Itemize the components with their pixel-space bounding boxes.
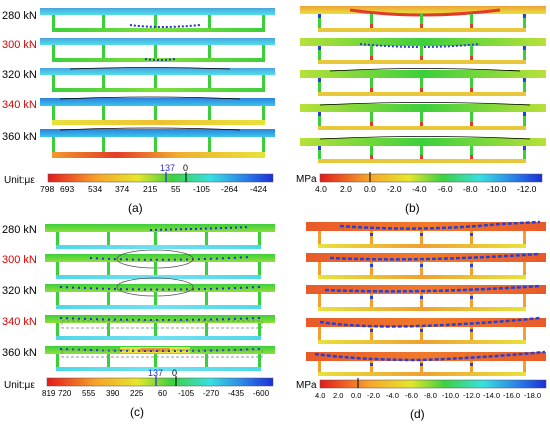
panel-b-caption: (b): [405, 201, 420, 215]
panel-b-tick: 4.0: [315, 184, 327, 194]
panel-a-load-label-1: 280 kN: [2, 10, 37, 22]
panel-a-zero-label: 0: [183, 163, 188, 173]
panel-d-colorbar: [319, 379, 547, 389]
panel-d-tick: -4.0: [386, 391, 399, 400]
panel-b-tick: -10.0: [487, 184, 507, 194]
panel-a-tick: 693: [60, 184, 74, 194]
panel-a-bridge-4: [40, 96, 275, 125]
panel-d-bridge-2: [306, 252, 546, 279]
panel-b-bridge-2: [300, 38, 546, 64]
panel-a-tick: -105: [193, 184, 210, 194]
panel-d-tick: -16.0: [503, 391, 520, 400]
panel-a-tick: -424: [250, 184, 267, 194]
panel-c-tick: -270: [203, 389, 220, 398]
panel-c-load-label-5: 360 kN: [2, 347, 37, 359]
panel-a-load-label-3: 320 kN: [2, 69, 37, 81]
panel-d-unit: MPa: [296, 380, 317, 391]
panel-c-load-label-3: 320 kN: [2, 285, 37, 297]
panel-c-bridge-2: [45, 249, 275, 279]
panel-c-bridge-1: [45, 224, 275, 249]
panel-b-tick: -4.0: [412, 184, 427, 194]
panel-d-bridge-3: [306, 284, 546, 311]
panel-b: MPa 4.0 2.0 0.0 -2.0 -4.0 -6.0 -8.0 -10.…: [296, 6, 546, 215]
panel-a-ticks: 798 693 534 374 215 55 -105 -264 -424: [40, 184, 267, 194]
panel-d-tick: 0.0: [351, 391, 361, 400]
panel-c-tick: 60: [158, 389, 167, 398]
panel-b-tick: -6.0: [438, 184, 453, 194]
panel-c-tick: 819: [42, 389, 56, 398]
panel-d-bridge-1: [306, 220, 546, 248]
panel-c-zero-label: 0: [172, 368, 177, 378]
panel-c-ticks: 819 720 555 390 225 60 -105 -270 -435 -6…: [42, 389, 270, 398]
panel-b-bridge-5: [300, 136, 546, 163]
panel-a-tick: 215: [143, 184, 157, 194]
panel-a-bridge-3: [40, 67, 275, 92]
panel-b-bridge-3: [300, 68, 546, 96]
panel-b-tick: -8.0: [463, 184, 478, 194]
panel-c-colorbar: [46, 377, 274, 387]
panel-a-bridge-2: [40, 38, 275, 62]
panel-c-bridge-3: [45, 277, 275, 309]
panel-d-tick: -8.0: [424, 391, 437, 400]
panel-b-colorbar: [319, 173, 543, 183]
panel-b-tick: -2.0: [387, 184, 402, 194]
panel-b-ticks: 4.0 2.0 0.0 -2.0 -4.0 -6.0 -8.0 -10.0 -1…: [315, 184, 537, 194]
panel-a: 280 kN 300 kN 320 kN 340 kN 360 kN: [2, 8, 275, 215]
panel-b-tick: -12.0: [517, 184, 537, 194]
panel-c-caption: (c): [130, 405, 144, 419]
panel-d-tick: -14.0: [483, 391, 500, 400]
panel-d-tick: -10.0: [442, 391, 459, 400]
panel-d-tick: -2.0: [367, 391, 380, 400]
panel-b-tick: 2.0: [340, 184, 352, 194]
panel-a-bridge-1: [40, 8, 275, 32]
panel-d-tick: 2.0: [333, 391, 343, 400]
panel-d: MPa 4.0 2.0 0.0 -2.0 -4.0 -6.0 -8.0 -10.…: [296, 220, 547, 421]
panel-a-tick: 798: [40, 184, 54, 194]
panel-d-bridge-4: [306, 316, 546, 344]
panel-a-tick: 534: [88, 184, 102, 194]
panel-c-unit: Unit:με: [4, 380, 35, 391]
panel-d-ticks: 4.0 2.0 0.0 -2.0 -4.0 -6.0 -8.0 -10.0 -1…: [315, 391, 541, 400]
panel-c-tick: -105: [178, 389, 195, 398]
panel-d-tick: 4.0: [315, 391, 325, 400]
panel-d-tick: -12.0: [463, 391, 480, 400]
panel-a-tick: 374: [115, 184, 129, 194]
panel-c-load-label-2: 300 kN: [2, 254, 37, 266]
panel-a-tick: -264: [221, 184, 238, 194]
panel-b-tick: 0.0: [364, 184, 376, 194]
panel-c-tick: 225: [130, 389, 144, 398]
panel-c-tick: 390: [106, 389, 120, 398]
panel-c-tick: -435: [228, 389, 245, 398]
panel-a-caption: (a): [128, 201, 143, 215]
panel-b-bridge-1: [300, 6, 546, 32]
panel-a-load-label-2: 300 kN: [2, 39, 37, 51]
panel-d-tick: -18.0: [524, 391, 541, 400]
panel-b-bridge-4: [300, 102, 546, 130]
panel-d-caption: (d): [410, 407, 425, 421]
panel-c: 280 kN 300 kN 320 kN 340 kN 360 kN: [2, 224, 275, 419]
panel-c-bridge-4: [45, 315, 275, 340]
panel-b-unit: MPa: [296, 174, 317, 185]
panel-c-tick: 555: [82, 389, 96, 398]
panel-a-load-label-5: 360 kN: [2, 131, 37, 143]
panel-c-tick: -600: [253, 389, 270, 398]
panel-a-tick: 55: [171, 184, 181, 194]
panel-a-load-label-4: 340 kN: [2, 99, 37, 111]
panel-d-tick: -6.0: [405, 391, 418, 400]
panel-a-colorbar: [47, 173, 274, 183]
panel-a-bridge-5: [40, 127, 275, 158]
panel-a-unit: Unit:με: [4, 175, 35, 186]
panel-c-load-label-1: 280 kN: [2, 224, 37, 236]
panel-c-load-label-4: 340 kN: [2, 316, 37, 328]
panel-a-marker-value: 137: [160, 163, 175, 173]
panel-c-marker-value: 137: [148, 368, 163, 378]
panel-c-tick: 720: [58, 389, 72, 398]
panel-c-bridge-5: [45, 346, 275, 371]
panel-d-bridge-5: [306, 350, 546, 376]
